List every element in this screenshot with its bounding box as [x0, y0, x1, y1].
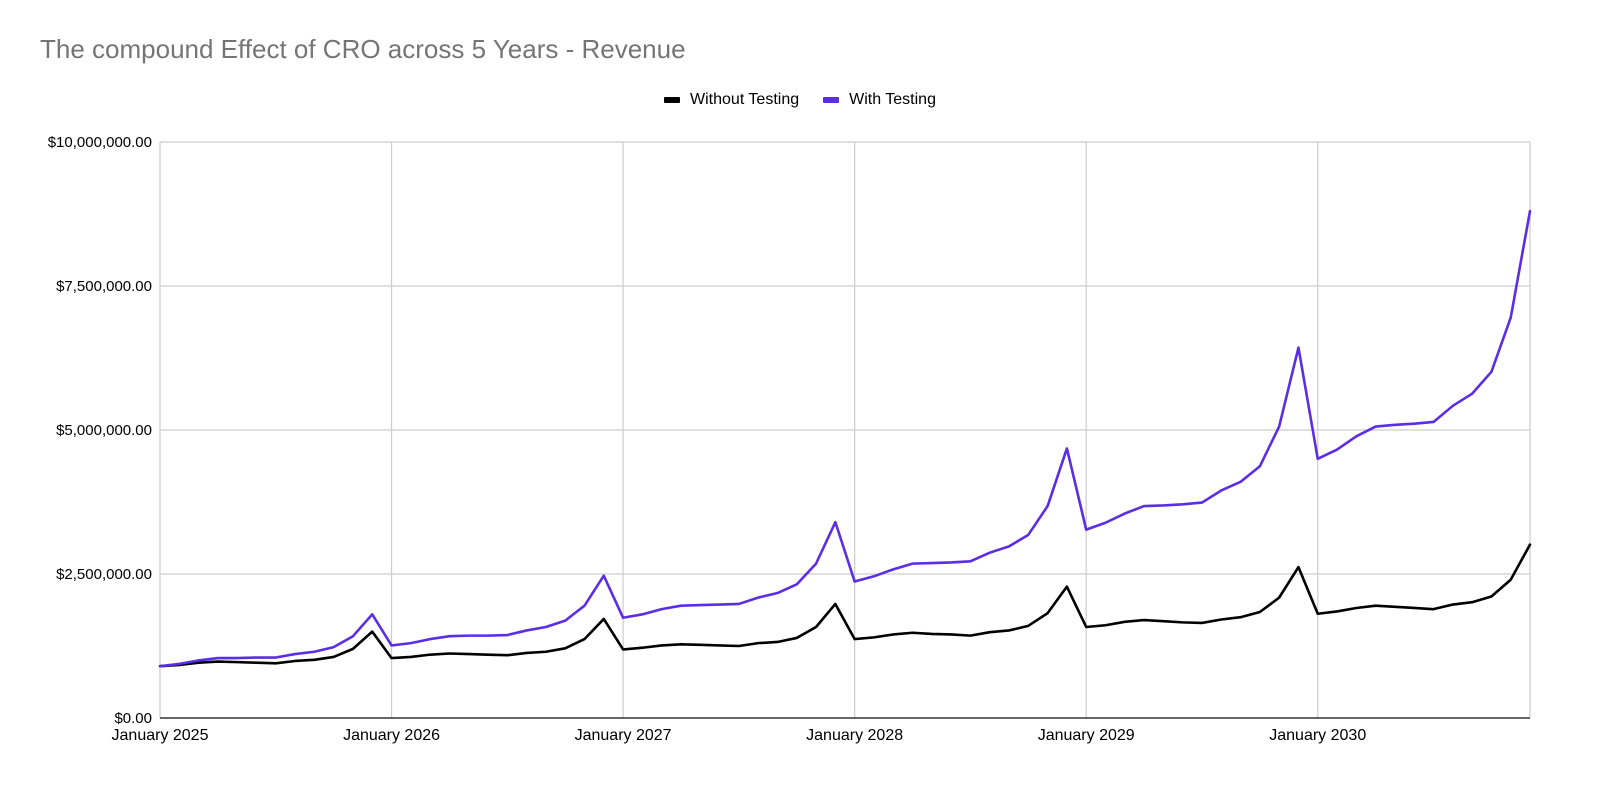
x-tick-label: January 2028 — [806, 727, 903, 744]
legend-item-with-testing[interactable]: With Testing — [823, 91, 936, 109]
legend-swatch-without-testing — [664, 97, 681, 103]
chart-title: The compound Effect of CRO across 5 Year… — [40, 34, 686, 64]
x-tick-label: January 2026 — [343, 727, 440, 744]
x-tick-label: January 2027 — [575, 727, 672, 744]
y-tick-label: $2,500,000.00 — [56, 566, 152, 583]
y-tick-label: $5,000,000.00 — [56, 422, 152, 439]
legend: Without Testing With Testing — [0, 91, 1600, 109]
legend-label-without-testing: Without Testing — [690, 91, 800, 108]
x-tick-label: January 2030 — [1269, 727, 1366, 744]
legend-swatch-with-testing — [823, 97, 840, 103]
axis-layer: $0.00 $2,500,000.00 $5,000,000.00 $7,500,00… — [48, 134, 1530, 744]
x-tick-label: January 2025 — [112, 727, 209, 744]
series-line-without-testing — [158, 543, 1532, 668]
y-tick-label: $7,500,000.00 — [56, 278, 152, 295]
series-line-with-testing — [158, 209, 1532, 668]
y-tick-label: $10,000,000.00 — [48, 134, 152, 151]
y-tick-label: $0.00 — [114, 710, 152, 727]
grid-layer — [159, 141, 1531, 718]
legend-label-with-testing: With Testing — [849, 91, 936, 108]
x-tick-label: January 2029 — [1038, 727, 1135, 744]
legend-item-without-testing[interactable]: Without Testing — [664, 91, 799, 109]
series-layer — [158, 209, 1532, 668]
